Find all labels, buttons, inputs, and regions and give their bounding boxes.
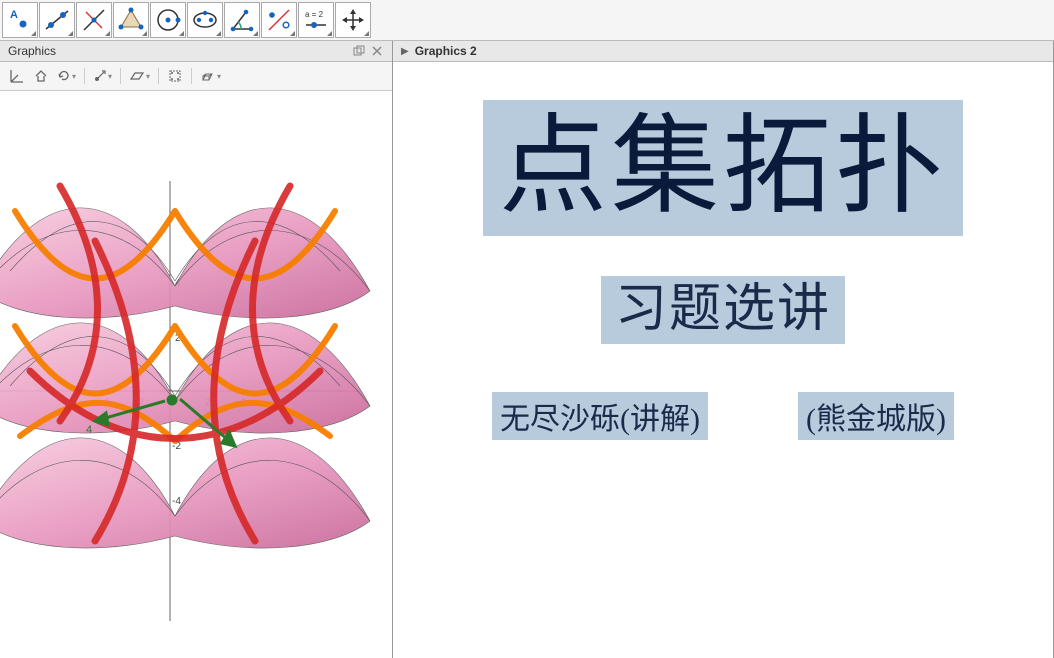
svg-text:4: 4 xyxy=(86,424,92,436)
main-area: Graphics ▾ ▾ xyxy=(0,41,1054,658)
title-main-box: 点集拓扑 xyxy=(483,100,963,236)
main-toolbar: A xyxy=(0,0,1054,41)
reflect-tool[interactable] xyxy=(261,2,297,38)
point-tool[interactable]: A xyxy=(2,2,38,38)
graphics2-canvas[interactable]: 点集拓扑 习题选讲 无尽沙砾(讲解) (熊金城版) xyxy=(393,62,1053,658)
expand-icon[interactable]: ▶ xyxy=(401,46,409,57)
graphics-panel-header: Graphics xyxy=(0,41,392,62)
graphics2-panel: ▶ Graphics 2 点集拓扑 习题选讲 无尽沙砾(讲解) (熊金城版) xyxy=(393,41,1054,658)
projection-btn[interactable]: ▾ xyxy=(197,66,224,86)
graphics-3d-view[interactable]: 4 2 -2 -4 -4 -2 2 4 xyxy=(0,91,392,658)
graphics-panel: Graphics ▾ ▾ xyxy=(0,41,393,658)
plane-btn[interactable]: ▾ xyxy=(126,66,153,86)
polygon-tool[interactable] xyxy=(113,2,149,38)
close-icon[interactable] xyxy=(370,44,384,58)
svg-text:a = 2: a = 2 xyxy=(305,10,324,19)
perpendicular-tool[interactable] xyxy=(76,2,112,38)
pointcapture-btn[interactable]: ▾ xyxy=(90,66,115,86)
slider-tool[interactable]: a = 2 xyxy=(298,2,334,38)
clipping-btn[interactable] xyxy=(164,66,186,86)
ellipse-tool[interactable] xyxy=(187,2,223,38)
detach-icon[interactable] xyxy=(352,44,366,58)
svg-text:-4: -4 xyxy=(172,496,181,507)
angle-tool[interactable] xyxy=(224,2,260,38)
panel-title: Graphics xyxy=(8,44,56,58)
axes-toggle[interactable] xyxy=(6,66,28,86)
rotate-btn[interactable]: ▾ xyxy=(54,66,79,86)
svg-text:A: A xyxy=(10,9,18,21)
panel-title-2: Graphics 2 xyxy=(415,44,477,58)
move-view-tool[interactable] xyxy=(335,2,371,38)
credit-right: (熊金城版) xyxy=(798,392,954,440)
credit-left: 无尽沙砾(讲解) xyxy=(492,392,708,440)
graphics2-panel-header: ▶ Graphics 2 xyxy=(393,41,1053,62)
title-sub-box: 习题选讲 xyxy=(601,276,845,344)
line-tool[interactable] xyxy=(39,2,75,38)
graphics-sub-toolbar: ▾ ▾ ▾ ▾ xyxy=(0,62,392,91)
home-btn[interactable] xyxy=(30,66,52,86)
credit-row: 无尽沙砾(讲解) (熊金城版) xyxy=(492,392,954,440)
circle-tool[interactable] xyxy=(150,2,186,38)
